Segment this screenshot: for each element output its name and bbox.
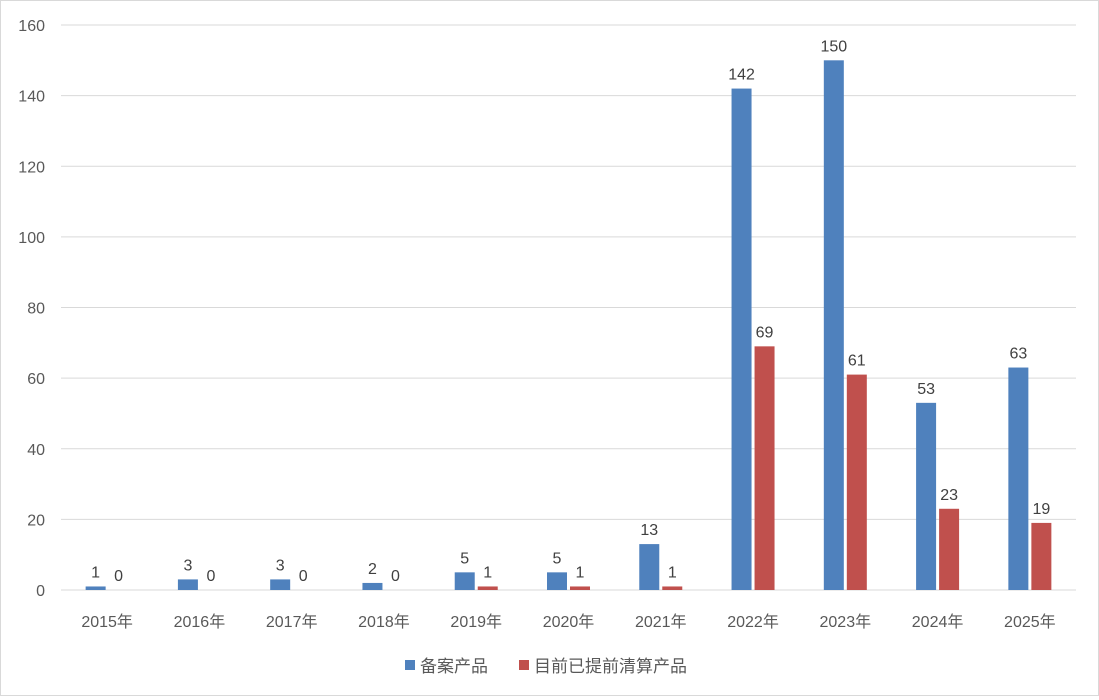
data-label: 1 — [483, 564, 492, 581]
x-tick-label: 2022年 — [727, 613, 779, 631]
data-label: 1 — [668, 564, 677, 581]
bar-liquidated — [939, 508, 960, 590]
data-label: 3 — [276, 557, 285, 574]
data-label: 1 — [91, 564, 100, 581]
x-axis: 2015年 2016年 2017年 2018年 2019年 2020年 2021年 2022年… — [61, 589, 1076, 631]
data-label: 19 — [1032, 501, 1050, 518]
bar-filed — [1008, 367, 1029, 590]
data-label: 5 — [553, 550, 562, 567]
data-label: 1 — [576, 564, 585, 581]
bar-filed — [454, 572, 475, 590]
bar-filed — [823, 60, 844, 590]
gridlines — [61, 24, 1076, 591]
y-tick-label: 60 — [27, 371, 45, 388]
bar-filed — [362, 582, 383, 590]
data-label: 3 — [183, 557, 192, 574]
bar-liquidated — [477, 586, 498, 590]
bar-filed — [731, 88, 752, 590]
data-label: 13 — [640, 522, 658, 539]
x-tick-label: 2019年 — [450, 613, 502, 631]
bar-liquidated — [570, 586, 590, 590]
x-tick-label: 2020年 — [543, 613, 595, 631]
bar-filed — [177, 579, 198, 590]
data-label: 142 — [728, 67, 755, 84]
bar-filed — [270, 579, 291, 590]
bars — [85, 60, 1052, 590]
bar-liquidated — [1031, 522, 1052, 590]
bar-filed — [916, 402, 937, 590]
data-label: 53 — [917, 381, 935, 398]
y-tick-label: 0 — [36, 583, 45, 600]
y-axis: 0 20 40 60 80 100 120 140 160 — [18, 18, 45, 600]
data-label: 0 — [114, 568, 123, 585]
x-tick-label: 2017年 — [266, 613, 318, 631]
x-tick-label: 2016年 — [174, 613, 226, 631]
bar-liquidated — [754, 346, 775, 590]
x-tick-label: 2025年 — [1004, 613, 1056, 631]
data-label: 0 — [206, 568, 215, 585]
y-tick-label: 160 — [18, 18, 45, 35]
bar-liquidated — [662, 586, 683, 590]
x-tick-label: 2018年 — [358, 613, 410, 631]
legend-swatch — [405, 660, 415, 670]
data-label: 150 — [820, 38, 847, 55]
x-tick-label: 2015年 — [81, 613, 133, 631]
x-tick-label: 2024年 — [912, 613, 964, 631]
legend-swatch — [519, 660, 529, 670]
data-label: 61 — [848, 353, 866, 370]
y-tick-label: 80 — [27, 301, 45, 318]
legend-label: 目前已提前清算产品 — [534, 657, 687, 676]
data-label: 63 — [1009, 346, 1027, 363]
y-tick-label: 100 — [18, 230, 45, 247]
data-label: 2 — [368, 561, 377, 578]
data-label: 23 — [940, 487, 958, 504]
x-tick-label: 2023年 — [820, 613, 872, 631]
data-label: 0 — [391, 568, 400, 585]
y-tick-label: 40 — [27, 442, 45, 459]
y-tick-label: 140 — [18, 89, 45, 106]
legend: 备案产品 目前已提前清算产品 — [405, 657, 687, 676]
y-tick-label: 20 — [27, 512, 45, 529]
data-label: 5 — [460, 550, 469, 567]
y-tick-label: 120 — [18, 159, 45, 176]
data-label: 0 — [299, 568, 308, 585]
bar-liquidated — [846, 374, 867, 590]
x-tick-label: 2021年 — [635, 613, 687, 631]
bar-filed — [85, 586, 106, 590]
legend-label: 备案产品 — [420, 657, 488, 676]
bar-filed — [639, 544, 660, 590]
bar-filed — [547, 572, 567, 590]
data-label: 69 — [756, 324, 774, 341]
